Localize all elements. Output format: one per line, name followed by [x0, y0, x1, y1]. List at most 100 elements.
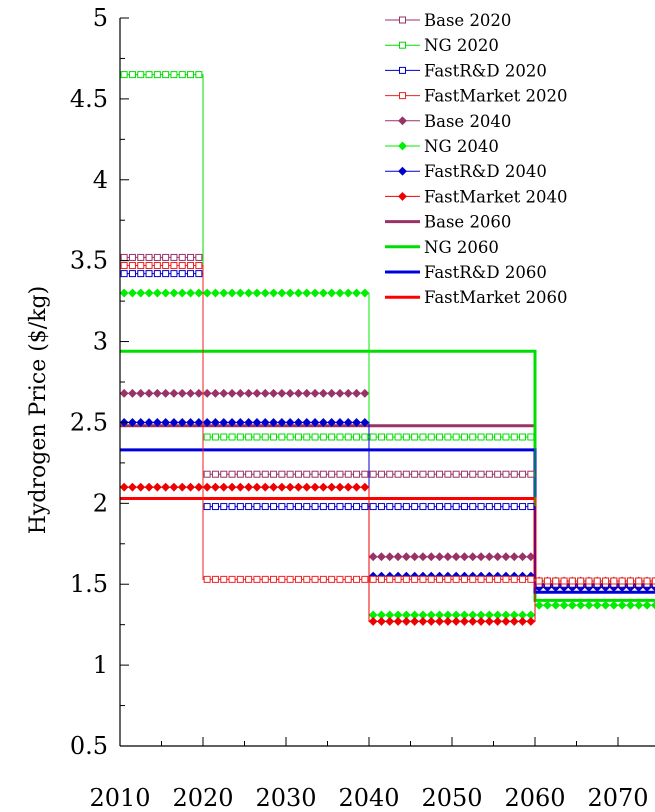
data-point — [543, 600, 552, 610]
data-point — [319, 433, 327, 441]
data-point — [419, 433, 427, 441]
x-tick-label: 2070 — [587, 784, 648, 812]
data-point — [187, 71, 195, 79]
data-point — [410, 617, 420, 626]
data-point — [494, 503, 502, 511]
data-point — [227, 418, 237, 427]
data-point — [436, 503, 444, 511]
data-point — [452, 433, 460, 441]
data-point — [128, 482, 137, 492]
data-point — [303, 470, 311, 478]
data-point — [187, 270, 195, 278]
data-point — [469, 575, 477, 583]
data-point — [494, 575, 502, 583]
data-point — [609, 600, 619, 610]
data-point — [285, 482, 295, 492]
data-point — [128, 253, 136, 261]
data-point — [187, 253, 195, 261]
data-point — [220, 575, 228, 583]
data-point — [136, 418, 146, 427]
data-point — [153, 253, 161, 261]
legend-marker — [398, 141, 407, 151]
data-point — [501, 617, 511, 626]
data-point — [260, 288, 270, 298]
data-point — [145, 270, 153, 278]
data-point — [137, 270, 145, 278]
data-point — [119, 482, 129, 492]
data-point — [261, 433, 269, 441]
data-point — [468, 617, 478, 626]
data-point — [343, 388, 353, 398]
data-point — [169, 288, 179, 298]
data-point — [144, 482, 154, 492]
data-point — [169, 388, 179, 398]
data-point — [194, 418, 204, 427]
x-tick-label: 2050 — [421, 784, 482, 812]
data-point — [369, 433, 377, 441]
data-point — [278, 503, 286, 511]
data-point — [327, 288, 337, 298]
data-point — [119, 388, 129, 398]
data-point — [145, 262, 153, 270]
data-point — [460, 617, 469, 626]
data-point — [651, 577, 655, 585]
data-point — [269, 388, 278, 398]
data-point — [261, 575, 269, 583]
data-point — [477, 470, 485, 478]
data-point — [493, 552, 503, 562]
data-point — [469, 433, 477, 441]
data-point — [559, 600, 569, 610]
data-point — [211, 482, 220, 492]
data-point — [152, 388, 162, 398]
data-point — [195, 71, 203, 79]
y-tick-label: 3 — [93, 328, 108, 356]
data-point — [617, 600, 627, 610]
data-point — [228, 575, 236, 583]
series-fastmarket-2060 — [120, 497, 655, 588]
data-point — [269, 288, 278, 298]
data-point — [361, 503, 369, 511]
data-point — [369, 470, 377, 478]
series-line — [120, 256, 655, 582]
data-point — [277, 418, 287, 427]
data-point — [377, 617, 386, 626]
data-point — [245, 575, 253, 583]
data-point — [236, 433, 244, 441]
data-point — [360, 418, 370, 427]
data-point — [426, 617, 436, 626]
data-point — [411, 503, 419, 511]
data-point — [344, 575, 352, 583]
data-point — [203, 503, 211, 511]
data-point — [294, 288, 303, 298]
data-point — [361, 470, 369, 478]
data-point — [386, 503, 394, 511]
data-point — [162, 71, 170, 79]
data-point — [576, 600, 586, 610]
data-point — [235, 418, 245, 427]
y-tick-label: 1.5 — [70, 570, 108, 598]
data-point — [328, 503, 336, 511]
data-point — [162, 253, 170, 261]
data-point — [220, 503, 228, 511]
data-point — [244, 288, 254, 298]
data-point — [377, 433, 385, 441]
data-point — [519, 470, 527, 478]
plot-area — [119, 71, 655, 626]
legend-label: FastMarket 2060 — [424, 288, 568, 307]
data-point — [427, 470, 435, 478]
data-point — [178, 71, 186, 79]
data-point — [228, 470, 236, 478]
data-point — [402, 575, 410, 583]
series-fastr-d-2020 — [120, 270, 655, 588]
legend-label: Base 2060 — [424, 213, 511, 232]
data-point — [386, 470, 394, 478]
data-point — [518, 617, 527, 626]
series-fastmarket-2020 — [120, 262, 655, 585]
data-point — [468, 552, 478, 562]
data-point — [137, 253, 145, 261]
data-point — [494, 433, 502, 441]
legend-item-fastmarket-2060: FastMarket 2060 — [385, 288, 568, 307]
data-point — [177, 288, 187, 298]
data-point — [286, 470, 294, 478]
